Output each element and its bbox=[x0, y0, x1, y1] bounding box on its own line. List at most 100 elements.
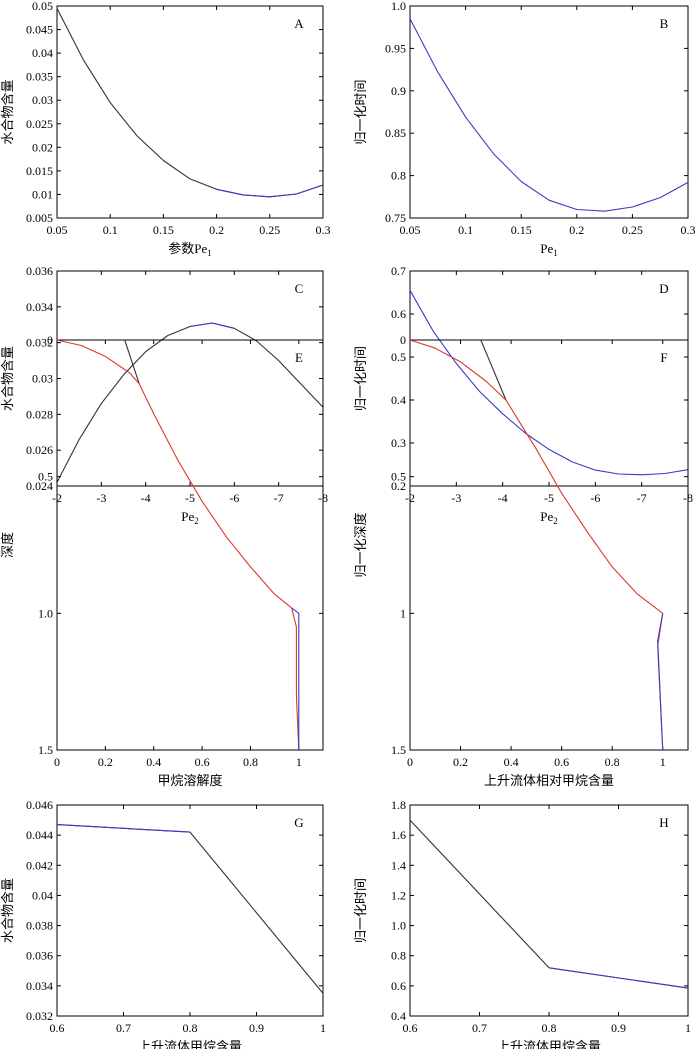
y-tick-label: 0.9 bbox=[391, 84, 406, 98]
y-tick-label: 0.035 bbox=[26, 70, 53, 84]
y-tick-label: 0.032 bbox=[26, 336, 53, 350]
panel-letter: H bbox=[659, 815, 668, 830]
y-tick-label: 1.5 bbox=[38, 743, 53, 757]
x-axis-label: Pe2 bbox=[540, 509, 558, 526]
x-tick-label: -5 bbox=[544, 491, 554, 505]
x-tick-label: 0.8 bbox=[243, 755, 258, 769]
series-line-1 bbox=[56, 8, 324, 198]
y-tick-label: 0.03 bbox=[32, 372, 53, 386]
x-axis-label: 参数Pe1 bbox=[168, 241, 212, 258]
y-axis-label: 归一化时间 bbox=[353, 346, 368, 411]
plot-frame bbox=[409, 339, 689, 751]
panel-letter: F bbox=[660, 350, 667, 365]
series-line-1 bbox=[409, 819, 689, 989]
x-axis-label: Pe2 bbox=[181, 509, 199, 526]
y-tick-label: 0.028 bbox=[26, 407, 53, 421]
plot-frame bbox=[56, 270, 324, 487]
x-tick-label: 0.2 bbox=[98, 755, 113, 769]
series-line-2 bbox=[216, 184, 324, 198]
y-tick-label: 0.75 bbox=[385, 211, 406, 225]
series-line-1 bbox=[56, 824, 324, 994]
plot-frame bbox=[409, 804, 689, 1017]
x-axis-label-subscript: 2 bbox=[553, 516, 558, 526]
y-tick-label: 1.2 bbox=[391, 888, 406, 902]
x-axis-label: 上升流体甲烷含量 bbox=[497, 1039, 601, 1049]
panel-letter: D bbox=[659, 281, 668, 296]
y-tick-label: 0.5 bbox=[391, 350, 406, 364]
y-tick-label: 1.5 bbox=[391, 743, 406, 757]
y-tick-label: 0.3 bbox=[391, 436, 406, 450]
x-tick-label: 0 bbox=[54, 755, 60, 769]
chart-panel-d: -2 -3 -4 -5 -6 -7 -80.20.30.40.50.60.7DPe2归一化时… bbox=[353, 264, 693, 526]
y-tick-label: 0.04 bbox=[32, 888, 53, 902]
x-tick-label: 0.6 bbox=[195, 755, 210, 769]
y-tick-label: 0.5 bbox=[391, 470, 406, 484]
x-axis-label: 上升流体甲烷含量 bbox=[138, 1039, 242, 1049]
y-tick-label: 0.045 bbox=[26, 23, 53, 37]
x-tick-label: 1 bbox=[320, 1021, 326, 1035]
x-tick-label: -7 bbox=[274, 491, 284, 505]
series-line-2 bbox=[56, 824, 191, 833]
x-tick-label: -3 bbox=[451, 491, 461, 505]
y-tick-label: 0.05 bbox=[32, 0, 53, 13]
y-tick-label: 1.0 bbox=[391, 0, 406, 13]
x-tick-label: 0.6 bbox=[403, 1021, 418, 1035]
x-axis-label: 上升流体相对甲烷含量 bbox=[484, 773, 614, 788]
y-tick-label: 0.005 bbox=[26, 211, 53, 225]
y-tick-label: 0.8 bbox=[391, 169, 406, 183]
y-axis-label: 水合物含量 bbox=[0, 79, 15, 144]
x-tick-label: 0.7 bbox=[116, 1021, 131, 1035]
plot-frame bbox=[409, 270, 689, 487]
x-tick-label: 0.3 bbox=[316, 223, 331, 237]
y-axis-label: 归一化深度 bbox=[353, 512, 368, 577]
y-tick-label: 0.025 bbox=[26, 117, 53, 131]
y-axis-label: 归一化时间 bbox=[353, 878, 368, 943]
y-tick-label: 0.036 bbox=[26, 949, 53, 963]
chart-panel-g: 0.6 0.7 0.8 0.9 1 0.032 0.034 0.036 0.038 0.04 0.0… bbox=[0, 798, 326, 1049]
x-tick-label: 0.9 bbox=[249, 1021, 264, 1035]
y-tick-label: 1.6 bbox=[391, 828, 406, 842]
x-axis-label: 甲烷溶解度 bbox=[157, 773, 222, 788]
chart-panel-e: 0 0.2 0.4 0.6 0.8 1 0 0.5 1.0 1.5 E 甲烷溶解度 深度 bbox=[0, 333, 324, 788]
y-tick-label: 0.046 bbox=[26, 798, 53, 812]
x-tick-label: -5 bbox=[185, 491, 195, 505]
chart-panel-a: 0.05 0.1 0.15 0.2 0.25 0.3 0.005 0.01 0.015 0.02 0… bbox=[0, 0, 331, 258]
series-line-2 bbox=[56, 339, 300, 751]
x-tick-label: 0.8 bbox=[605, 755, 620, 769]
x-tick-label: -6 bbox=[229, 491, 239, 505]
x-tick-label: 0.15 bbox=[511, 223, 532, 237]
x-tick-label: -4 bbox=[141, 491, 151, 505]
chart-panel-h: 0.6 0.7 0.8 0.9 10.40.60.81.01.21.41.61.8H上升… bbox=[353, 798, 691, 1049]
x-tick-label: 0.4 bbox=[504, 755, 519, 769]
x-tick-label: 0.4 bbox=[146, 755, 161, 769]
x-tick-label: 0.2 bbox=[209, 223, 224, 237]
chart-panel-b: 0.05 0.1 0.15 0.2 0.25 0.3 0.75 0.8 0.85 0.9 0.95 1… bbox=[353, 0, 696, 258]
series-line-3 bbox=[657, 613, 664, 751]
y-tick-label: 0.03 bbox=[32, 93, 53, 107]
x-axis-label: Pe1 bbox=[540, 241, 558, 258]
y-tick-label: 0 bbox=[400, 333, 406, 347]
y-tick-label: 0.042 bbox=[26, 858, 53, 872]
y-tick-label: 0.2 bbox=[391, 479, 406, 493]
x-tick-label: -4 bbox=[498, 491, 508, 505]
x-tick-label: 0.9 bbox=[611, 1021, 626, 1035]
series-line-1 bbox=[480, 339, 507, 401]
y-axis-label: 归一化时间 bbox=[353, 79, 368, 144]
panel-letter: B bbox=[660, 16, 669, 31]
y-tick-label: 0.7 bbox=[391, 264, 406, 278]
chart-panel-f: 0 0.2 0.4 0.6 0.8 1 0 0.5 1 1.5 F 上升流体相对甲烷含量 归一化深度 bbox=[353, 333, 689, 788]
x-tick-label: 0.6 bbox=[554, 755, 569, 769]
panel-letter: A bbox=[294, 16, 304, 31]
x-tick-label: 1 bbox=[660, 755, 666, 769]
plot-frame bbox=[409, 5, 689, 219]
y-tick-label: 0.6 bbox=[391, 979, 406, 993]
x-tick-label: 1 bbox=[685, 1021, 691, 1035]
x-axis-label-subscript: 1 bbox=[553, 248, 558, 258]
x-tick-label: 0.2 bbox=[453, 755, 468, 769]
x-tick-label: 0.05 bbox=[47, 223, 68, 237]
y-tick-label: 0.4 bbox=[391, 1009, 406, 1023]
x-tick-label: 0 bbox=[407, 755, 413, 769]
y-tick-label: 0.6 bbox=[391, 307, 406, 321]
series-line-1 bbox=[409, 18, 689, 212]
x-tick-label: 0.1 bbox=[103, 223, 118, 237]
